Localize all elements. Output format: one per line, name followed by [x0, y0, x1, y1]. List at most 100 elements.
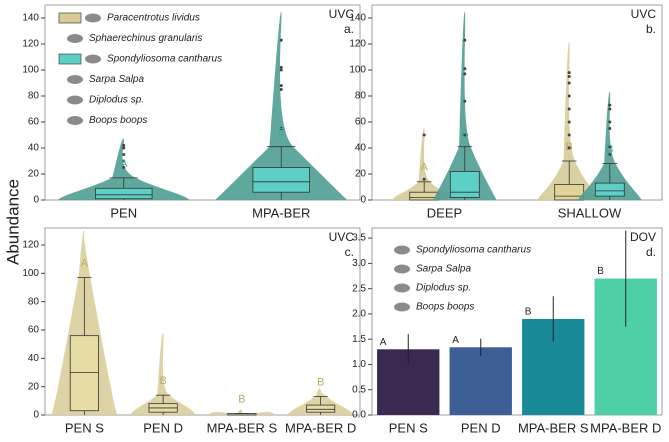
y-tick-label: 20 — [28, 381, 40, 392]
violin — [215, 11, 348, 201]
y-tick-label: 80 — [355, 91, 367, 102]
y-tick-label: 0.0 — [352, 410, 366, 421]
outlier — [279, 65, 283, 69]
legend-label: Paracentrotus lividus — [107, 13, 200, 24]
x-tick-label: PEN S — [389, 420, 428, 435]
panel-letter: a. — [344, 22, 354, 36]
y-tick-label: 120 — [22, 240, 39, 251]
box — [252, 167, 310, 193]
violin — [208, 409, 275, 416]
significance-letter: B — [317, 376, 324, 388]
box — [449, 170, 480, 198]
outlier — [567, 94, 571, 98]
outlier — [463, 72, 467, 76]
y-tick-label: 60 — [355, 117, 367, 128]
legend-label: Diplodus sp. — [89, 95, 144, 106]
significance-letter: B — [238, 393, 245, 405]
box — [306, 404, 336, 413]
significance-letter: B — [606, 144, 613, 156]
y-tick-label: 0 — [360, 195, 366, 206]
legend-icon — [394, 283, 410, 293]
significance-letter: B — [597, 266, 604, 277]
outlier — [567, 120, 571, 124]
y-tick-label: 140 — [349, 13, 366, 24]
y-tick-label: 1.5 — [352, 334, 366, 345]
outlier — [279, 88, 283, 91]
outlier — [279, 84, 283, 88]
y-tick-label: 60 — [28, 117, 40, 128]
x-tick-label: MPA-BER — [252, 205, 310, 220]
y-tick-label: 80 — [28, 91, 40, 102]
y-tick-label: 40 — [355, 143, 367, 154]
panel-letter: d. — [646, 245, 656, 259]
outlier — [279, 127, 283, 130]
x-tick-label: MPA-BER S — [518, 420, 589, 435]
significance-letter: B — [566, 141, 573, 153]
legend-label: Boops boops — [416, 302, 474, 313]
significance-letter: A — [81, 257, 89, 269]
y-tick-label: 20 — [355, 169, 367, 180]
outlier — [122, 143, 126, 147]
outlier — [463, 67, 467, 71]
panel-frame — [44, 4, 361, 201]
x-tick-label: MPA-BER D — [285, 420, 356, 435]
y-tick-label: 0 — [33, 410, 39, 421]
outlier — [567, 71, 571, 75]
outlier — [279, 38, 283, 42]
y-tick-label: 120 — [22, 39, 39, 50]
panel-label: UVC — [329, 7, 355, 21]
panel-frame — [44, 227, 361, 416]
legend-icon — [394, 245, 410, 255]
panel-label: UVC — [329, 230, 355, 244]
outlier — [122, 166, 126, 169]
significance-letter: B — [525, 307, 532, 318]
y-tick-label: 140 — [22, 13, 39, 24]
panel-frame — [371, 4, 663, 201]
legend-label: Sarpa Salpa — [89, 74, 144, 85]
y-tick-label: 100 — [349, 65, 366, 76]
x-tick-label: SHALLOW — [558, 205, 622, 220]
significance-letter: A — [120, 158, 128, 170]
legend-label: Sphaerechinus granularis — [89, 33, 202, 44]
legend-label: Spondyliosoma cantharus — [107, 54, 222, 65]
x-tick-label: PEN D — [461, 420, 501, 435]
outlier — [567, 107, 571, 111]
y-tick-label: 80 — [28, 296, 40, 307]
significance-letter: A — [380, 337, 387, 348]
violin — [392, 128, 457, 200]
outlier — [567, 133, 571, 137]
panel-letter: c. — [345, 245, 354, 259]
panel-letter: b. — [646, 22, 656, 36]
panel-label: DOV — [630, 230, 656, 244]
x-tick-label: PEN — [110, 205, 137, 220]
y-tick-label: 40 — [28, 143, 40, 154]
significance-letter: B — [159, 375, 166, 387]
y-tick-label: 100 — [22, 65, 39, 76]
box — [554, 183, 585, 201]
y-tick-label: 1.0 — [352, 359, 366, 370]
y-tick-label: 0.5 — [352, 384, 366, 395]
y-tick-label: 0 — [33, 195, 39, 206]
significance-letter: B — [278, 127, 285, 139]
box — [95, 187, 153, 200]
outlier — [567, 75, 571, 78]
x-tick-label: MPA-BER D — [590, 420, 661, 435]
y-tick-label: 100 — [22, 268, 39, 279]
significance-letter: A — [421, 162, 429, 174]
legend-icon — [67, 75, 83, 84]
x-tick-label: MPA-BER S — [207, 420, 278, 435]
outlier — [279, 68, 283, 72]
outlier — [567, 146, 571, 150]
panel-label: UVC — [631, 7, 657, 21]
panel-frame — [371, 227, 663, 416]
outlier — [608, 107, 612, 111]
outlier — [608, 103, 612, 107]
outlier — [422, 177, 426, 181]
legend-label: Boops boops — [89, 115, 147, 126]
legend-icon — [394, 264, 410, 274]
outlier — [463, 133, 467, 137]
y-tick-label: 2.5 — [352, 283, 366, 294]
y-tick-label: 3.5 — [352, 233, 366, 244]
significance-letter: A — [461, 127, 469, 139]
